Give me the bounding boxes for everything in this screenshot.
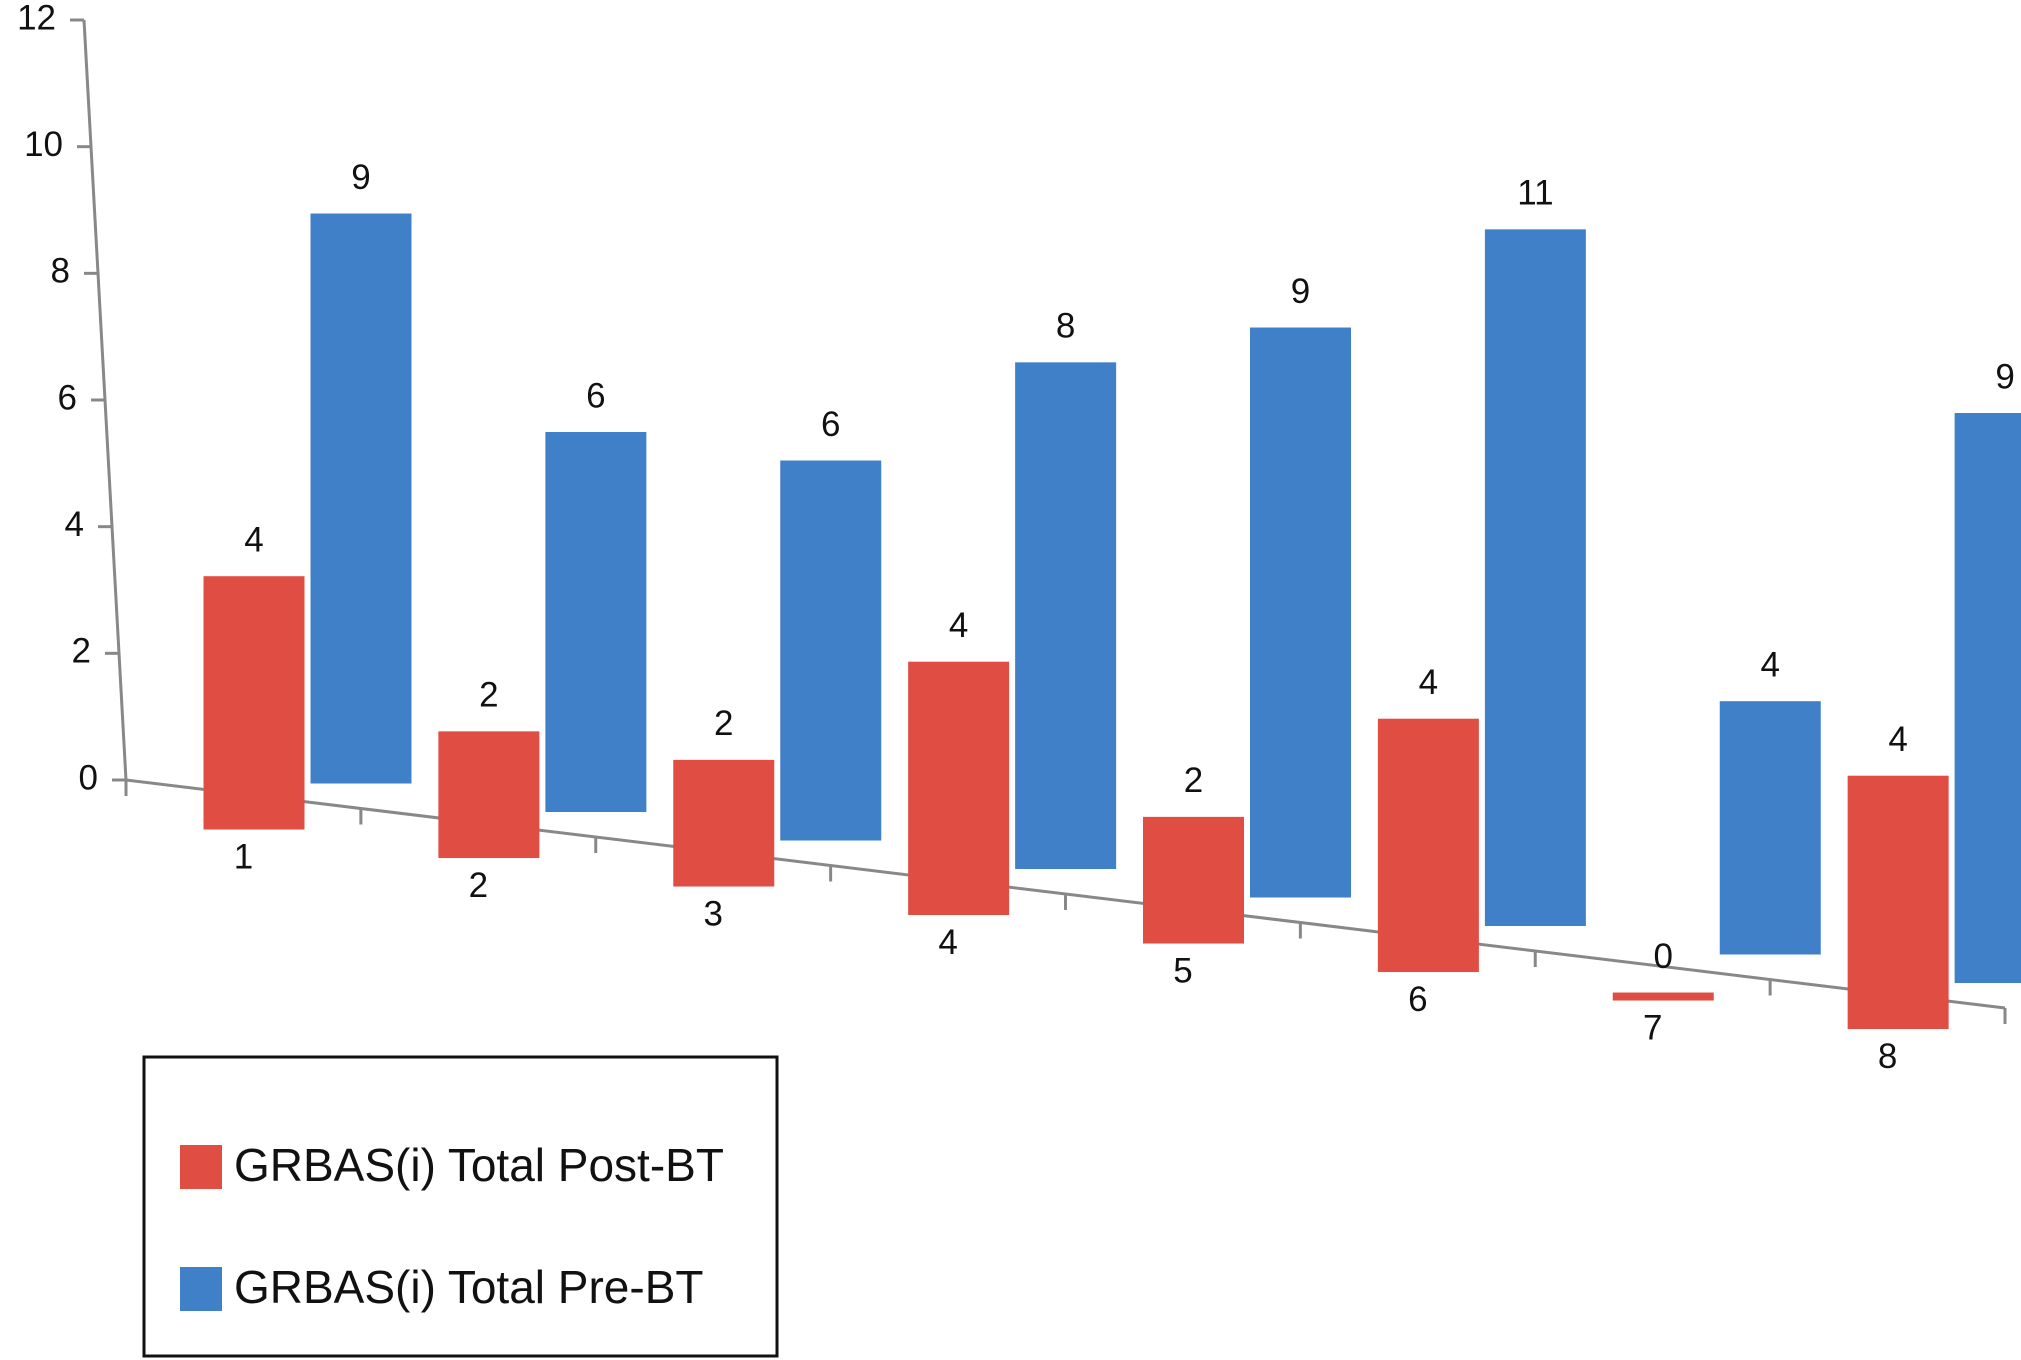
x-tick-label: 6 (1408, 980, 1427, 1019)
data-label: 4 (949, 606, 968, 645)
legend-swatch (180, 1267, 222, 1311)
bar (310, 213, 412, 784)
data-label: 11 (1517, 174, 1553, 213)
bar (1250, 327, 1352, 898)
y-tick-label: 0 (79, 758, 98, 797)
x-tick-label: 2 (469, 866, 488, 905)
data-label: 0 (1654, 937, 1673, 976)
y-tick-label: 10 (24, 125, 63, 164)
x-tick-label: 3 (703, 895, 722, 934)
data-label: 8 (1056, 307, 1075, 346)
data-label: 4 (244, 520, 263, 559)
bar (1377, 718, 1479, 973)
legend-label: GRBAS(i) Total Pre-BT (234, 1261, 703, 1313)
data-label: 6 (821, 405, 840, 444)
y-tick-label: 4 (65, 505, 84, 544)
bar (1484, 229, 1586, 927)
data-label: 9 (1291, 272, 1310, 311)
bar (1015, 362, 1117, 870)
data-label: 2 (479, 676, 498, 715)
bar (780, 460, 882, 841)
legend-swatch (180, 1145, 222, 1189)
y-tick-label: 8 (51, 252, 70, 291)
legend-label: GRBAS(i) Total Post-BT (234, 1139, 724, 1191)
data-label: 4 (1761, 645, 1780, 684)
bar (438, 731, 540, 859)
bar (1719, 701, 1821, 955)
data-label: 9 (1995, 357, 2014, 396)
data-label: 4 (1888, 720, 1907, 759)
x-tick-label: 4 (938, 923, 957, 962)
bar (1143, 816, 1245, 944)
x-tick-label: 7 (1643, 1009, 1662, 1048)
x-tick-label: 5 (1173, 952, 1192, 991)
y-tick-label: 12 (17, 0, 56, 37)
data-label: 4 (1419, 663, 1438, 702)
x-tick-label: 8 (1878, 1037, 1897, 1076)
bar (1954, 413, 2021, 984)
data-label: 9 (351, 158, 370, 197)
data-label: 2 (1184, 761, 1203, 800)
y-tick-label: 2 (72, 632, 91, 671)
bar (908, 661, 1010, 916)
bar (203, 576, 305, 830)
bar (545, 432, 647, 813)
x-tick-label: 1 (234, 838, 253, 877)
bar (1847, 775, 1949, 1030)
legend-box (142, 1055, 779, 1358)
data-label: 2 (714, 704, 733, 743)
bar (673, 759, 775, 887)
data-label: 6 (586, 376, 605, 415)
bar (1612, 992, 1714, 1001)
y-tick-label: 6 (58, 378, 77, 417)
